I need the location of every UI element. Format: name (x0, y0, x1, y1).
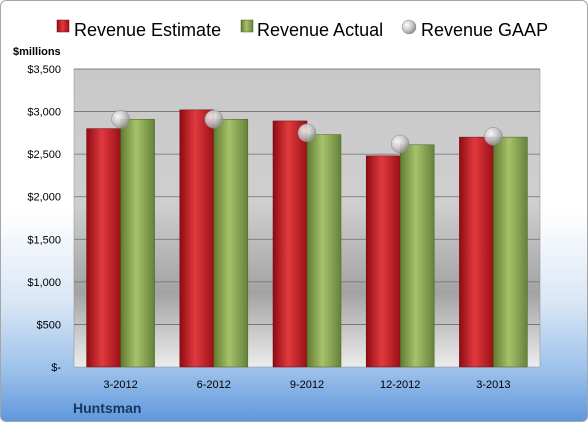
legend: Revenue Estimate Revenue Actual Revenue … (56, 19, 548, 40)
legend-swatch-actual (240, 19, 254, 33)
bar-estimate (86, 128, 121, 368)
y-unit-label: $millions (13, 46, 61, 58)
x-tick-label: 6-2012 (197, 379, 231, 391)
bars (86, 109, 528, 368)
y-tick-label: $3,500 (27, 64, 61, 76)
bar-actual (213, 118, 249, 368)
bar-estimate (459, 136, 494, 368)
y-tick-label: $1,500 (27, 234, 61, 246)
x-tick-label: 9-2012 (290, 379, 324, 391)
legend-label-estimate: Revenue Estimate (74, 20, 221, 40)
bar-estimate (179, 109, 215, 368)
y-tick-label: $3,000 (27, 107, 61, 119)
bar-actual (493, 136, 528, 368)
gaap-markers (111, 109, 503, 154)
marker-gaap (390, 134, 410, 154)
marker-gaap (204, 109, 224, 129)
legend-label-gaap: Revenue GAAP (421, 20, 548, 40)
marker-gaap (484, 127, 503, 146)
bar-actual (399, 144, 435, 368)
marker-gaap (297, 123, 317, 143)
x-tick-label: 3-2013 (476, 379, 510, 391)
bar-actual (306, 134, 342, 368)
legend-label-actual: Revenue Actual (257, 20, 383, 40)
y-tick-label: $500 (37, 319, 61, 331)
y-tick-label: $2,000 (27, 192, 61, 204)
x-axis: 3-2012 6-2012 9-2012 12-2012 3-2013 (103, 379, 510, 391)
bar-estimate (272, 120, 308, 368)
y-axis: $- $500 $1,000 $1,500 $2,000 $2,500 $3,000 $3,5… (27, 64, 61, 374)
company-name: Huntsman (73, 400, 141, 416)
legend-swatch-gaap (401, 19, 417, 35)
y-tick-label: $1,000 (27, 277, 61, 289)
x-tick-label: 12-2012 (380, 379, 420, 391)
bar-actual (120, 118, 155, 368)
x-tick-label: 3-2012 (103, 379, 137, 391)
legend-swatch-estimate (56, 19, 70, 33)
y-tick-label: $2,500 (27, 149, 61, 161)
bar-estimate (365, 155, 401, 368)
y-tick-label: $- (51, 362, 61, 374)
marker-gaap (111, 109, 130, 129)
